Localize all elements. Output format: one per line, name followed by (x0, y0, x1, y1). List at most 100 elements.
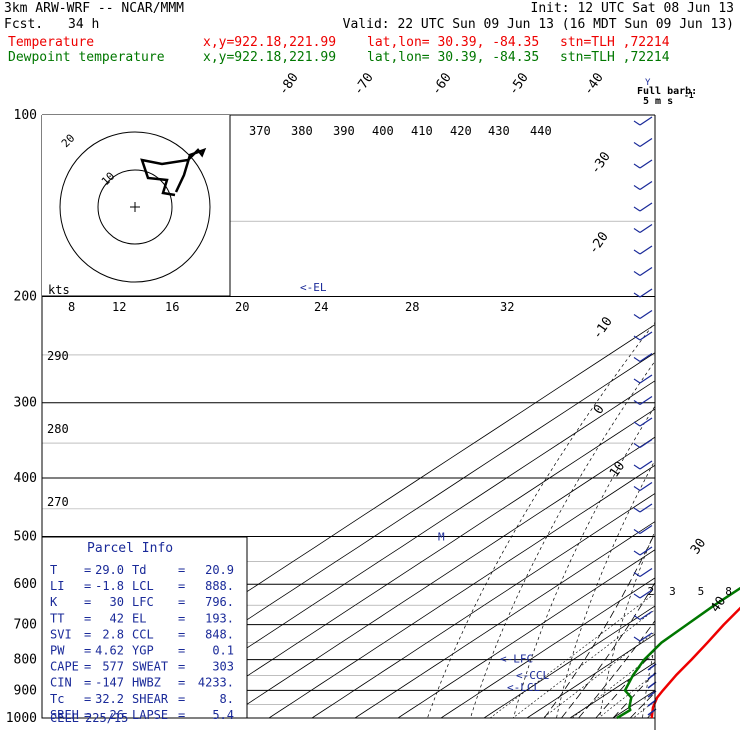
wind-barb (639, 374, 653, 384)
parcel-row-value: -1.8 (95, 579, 124, 593)
wind-barb (639, 353, 653, 362)
cell-label: CELL (50, 711, 79, 725)
wind-barb-flag (633, 120, 641, 126)
speed-label: 16 (165, 300, 179, 314)
isotherm-label: -70 (351, 70, 377, 98)
mixing-ratio-line (572, 653, 655, 718)
dewpoint-xy: x,y=922.18,221.99 (203, 50, 337, 65)
wind-barb-flag (633, 486, 641, 491)
wind-barb (639, 460, 653, 470)
level-marker: <-LFC (500, 652, 533, 665)
wind-barb (639, 396, 653, 405)
hodograph-ring-10 (97, 169, 173, 245)
parcel-row-eq: = (178, 595, 185, 609)
level-marker: <-LCL (507, 681, 540, 694)
wind-barb (639, 568, 653, 577)
sounding-series (616, 586, 740, 720)
parcel-row-eq: = (84, 563, 91, 577)
mixing-ratio-line (542, 631, 655, 718)
forecast-label: Fcst. (4, 17, 44, 32)
isotherm (311, 492, 655, 718)
wind-barb (639, 503, 653, 513)
parcel-row-eq: = (178, 660, 185, 674)
temperature-station: stn=TLH ,72214 (560, 35, 670, 50)
parcel-row-key: LCL (132, 579, 154, 593)
dewpoint-legend: Dewpoint temperature (8, 50, 165, 65)
parcel-row-key: T (50, 563, 57, 577)
theta-label: 270 (47, 495, 69, 509)
isotherm-label: -60 (429, 70, 455, 98)
wind-barb-flag (633, 185, 641, 190)
forecast-hour: 34 h (68, 17, 100, 32)
pressure-tick-label: 200 (14, 290, 37, 305)
wind-barb (639, 632, 653, 642)
parcel-row-eq: = (84, 627, 91, 641)
parcel-row-key: LFC (132, 595, 154, 609)
parcel-row-key: SVI (50, 627, 72, 641)
theta-label: 380 (291, 124, 313, 138)
wind-barb-flag (633, 292, 641, 298)
isotherm (656, 115, 740, 718)
hodograph-background (42, 115, 230, 296)
wind-barb (639, 224, 653, 233)
dry-adiabat (513, 405, 655, 718)
isotherm (182, 408, 655, 718)
wind-barb-flag (633, 206, 641, 212)
parcel-row-value: 577 (102, 660, 124, 674)
parcel-row-eq: = (84, 660, 91, 674)
wind-barb (639, 202, 653, 212)
theta-label: 390 (333, 124, 355, 138)
parcel-row-key: HWBZ (132, 676, 161, 690)
level-marker: <-CCL (516, 669, 549, 682)
parcel-info-background (41, 536, 248, 719)
wind-barb (639, 439, 653, 448)
parcel-row-value: 193. (205, 611, 234, 625)
barb-title: Full barb: (637, 86, 697, 97)
speed-label: 12 (112, 300, 126, 314)
parcel-row-key: SWEAT (132, 660, 168, 674)
parcel-row-value: 0.1 (212, 644, 234, 658)
hodograph-unit-label: kts (48, 283, 70, 297)
isotherm (268, 464, 655, 718)
isotherm-label: 40 (708, 594, 729, 615)
theta-label: 400 (372, 124, 394, 138)
wind-barb-flag (633, 464, 641, 470)
hodograph-ring-20 (59, 131, 211, 283)
parcel-row-eq: = (84, 692, 91, 706)
parcel-row-value: 29.0 (95, 563, 124, 577)
mixing-ratio-label: 5 (698, 585, 705, 598)
parcel-row-eq: = (84, 595, 91, 609)
init-time: Init: 12 UTC Sat 08 Jun 13 (530, 1, 735, 16)
parcel-row-value: 8. (220, 692, 234, 706)
wind-barb (639, 482, 653, 491)
parcel-row-eq: = (178, 676, 185, 690)
parcel-row-eq: = (84, 676, 91, 690)
pressure-tick-label: 800 (14, 653, 37, 668)
model-title: 3km ARW-WRF -- NCAR/MMM (4, 1, 185, 16)
parcel-row-value: 4233. (198, 676, 234, 690)
isotherm (225, 436, 655, 718)
parcel-row-value: 5.4 (212, 708, 234, 722)
parcel-row-eq: = (178, 611, 185, 625)
parcel-row-value: 32.2 (95, 692, 124, 706)
pressure-tick-label: 500 (14, 529, 37, 544)
isotherm-label: -10 (590, 314, 616, 342)
parcel-info-title: Parcel Info (87, 541, 173, 556)
moist-adiabat (682, 297, 740, 719)
cell-value: 225/15 (85, 711, 128, 725)
parcel-info-rows: T = 29.0 Td = 20.9 LI = -1.8 LCL = 888. K = 30 LFC = 796.… (50, 563, 234, 722)
parcel-row-eq: = (178, 708, 185, 722)
wind-barb (639, 525, 653, 534)
parcel-row-key: CAPE (50, 660, 79, 674)
parcel-row-value: 848. (205, 627, 234, 641)
wind-barb (639, 288, 653, 298)
parcel-row-eq: = (178, 627, 185, 641)
dry-adiabat (642, 644, 655, 718)
dewpoint-station: stn=TLH ,72214 (560, 50, 670, 65)
speed-label: 20 (235, 300, 249, 314)
wind-barb-flag (633, 572, 641, 577)
isotherm-label: -50 (506, 70, 532, 98)
parcel-row-key: SREH (50, 708, 79, 722)
moist-adiabat (612, 671, 655, 718)
